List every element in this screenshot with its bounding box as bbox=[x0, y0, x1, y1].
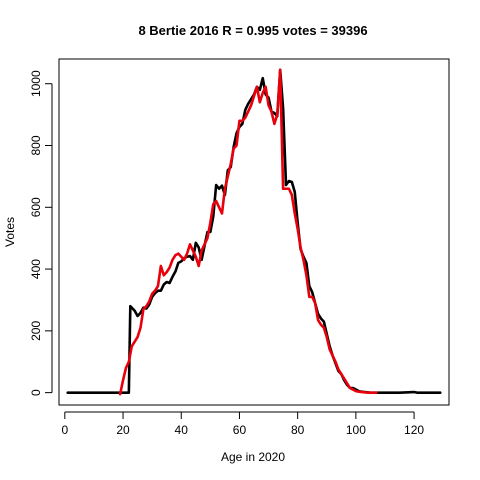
y-tick-label: 1000 bbox=[29, 70, 43, 97]
y-axis: 0 200 400 600 800 1000 bbox=[29, 70, 53, 396]
x-tick-label: 20 bbox=[116, 423, 130, 437]
x-tick-label: 0 bbox=[61, 423, 68, 437]
series-line-2 bbox=[118, 68, 378, 396]
x-tick-label: 80 bbox=[291, 423, 305, 437]
y-tick-label: 0 bbox=[29, 389, 43, 396]
y-tick-label: 800 bbox=[29, 135, 43, 155]
y-tick-label: 200 bbox=[29, 321, 43, 341]
x-axis-label: Age in 2020 bbox=[221, 450, 285, 464]
x-axis: 0 20 40 60 80 100 120 bbox=[61, 411, 424, 437]
x-tick-label: 100 bbox=[346, 423, 366, 437]
y-tick-label: 600 bbox=[29, 197, 43, 217]
y-axis-label: Votes bbox=[3, 217, 17, 247]
series-layer bbox=[66, 68, 442, 396]
y-tick-label: 400 bbox=[29, 259, 43, 279]
plot-frame bbox=[58, 58, 450, 406]
x-tick-label: 120 bbox=[404, 423, 424, 437]
x-tick-label: 40 bbox=[175, 423, 189, 437]
x-tick-label: 60 bbox=[233, 423, 247, 437]
chart-title: 8 Bertie 2016 R = 0.995 votes = 39396 bbox=[138, 23, 367, 38]
series-line-1 bbox=[66, 68, 442, 394]
